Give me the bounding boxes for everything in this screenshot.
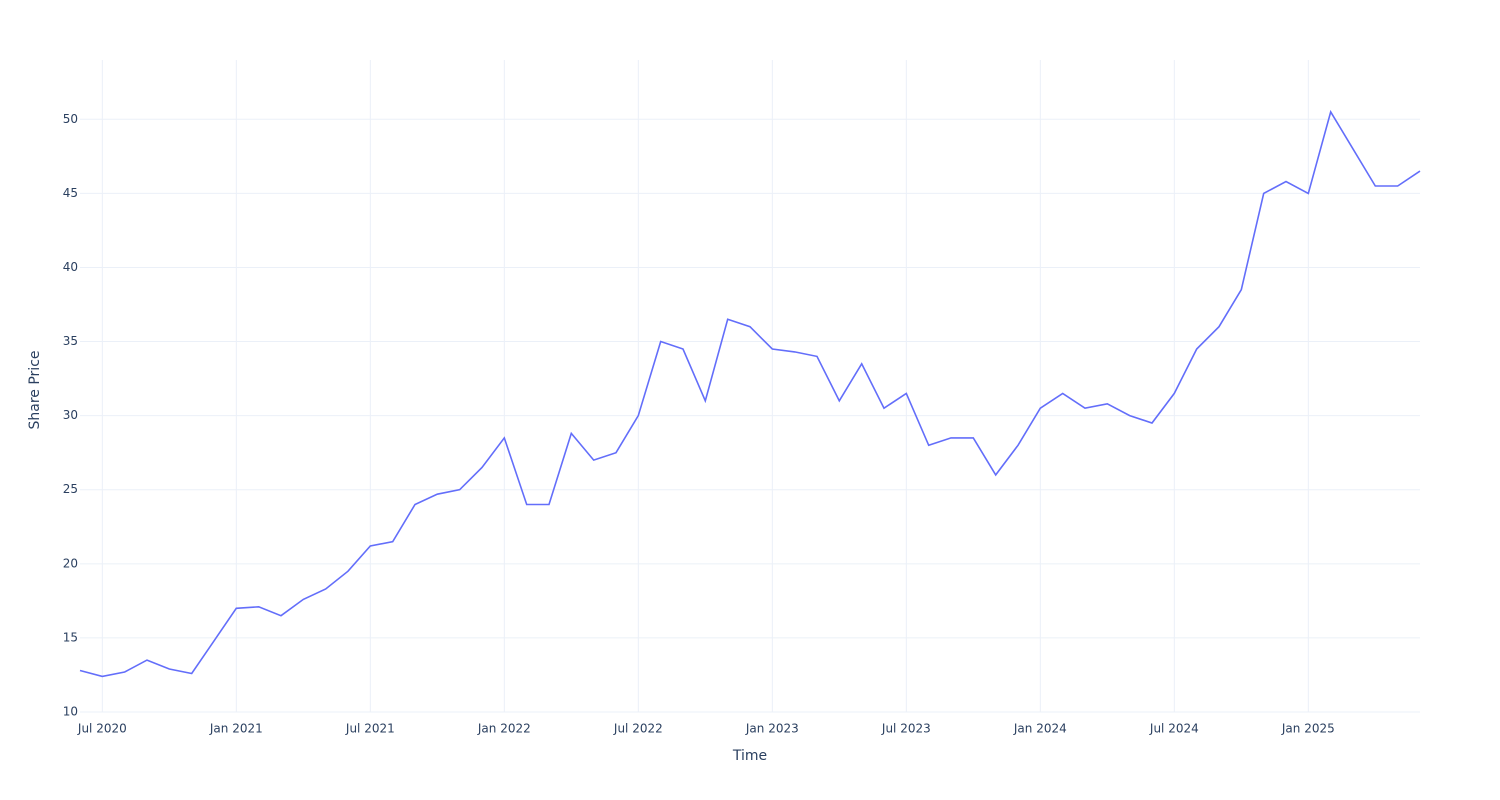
x-tick-label: Jul 2022 xyxy=(613,722,663,736)
y-tick-label: 20 xyxy=(63,556,78,570)
y-tick-label: 35 xyxy=(63,334,78,348)
x-tick-label: Jul 2020 xyxy=(77,722,127,736)
x-tick-label: Jul 2024 xyxy=(1149,722,1199,736)
y-tick-label: 30 xyxy=(63,408,78,422)
x-tick-label: Jan 2025 xyxy=(1281,722,1335,736)
x-axis-title: Time xyxy=(732,748,767,764)
y-axis-title: Share Price xyxy=(27,350,43,429)
y-tick-label: 40 xyxy=(63,260,78,274)
y-tick-label: 25 xyxy=(63,482,78,496)
x-tick-label: Jan 2022 xyxy=(477,722,531,736)
x-tick-label: Jan 2024 xyxy=(1013,722,1067,736)
y-tick-label: 10 xyxy=(63,705,78,719)
y-tick-label: 50 xyxy=(63,112,78,126)
x-tick-label: Jul 2023 xyxy=(881,722,931,736)
x-tick-label: Jul 2021 xyxy=(345,722,395,736)
y-tick-label: 45 xyxy=(63,186,78,200)
x-tick-label: Jan 2023 xyxy=(745,722,799,736)
x-tick-label: Jan 2021 xyxy=(209,722,263,736)
y-tick-label: 15 xyxy=(63,630,78,644)
price-line xyxy=(79,109,1421,678)
